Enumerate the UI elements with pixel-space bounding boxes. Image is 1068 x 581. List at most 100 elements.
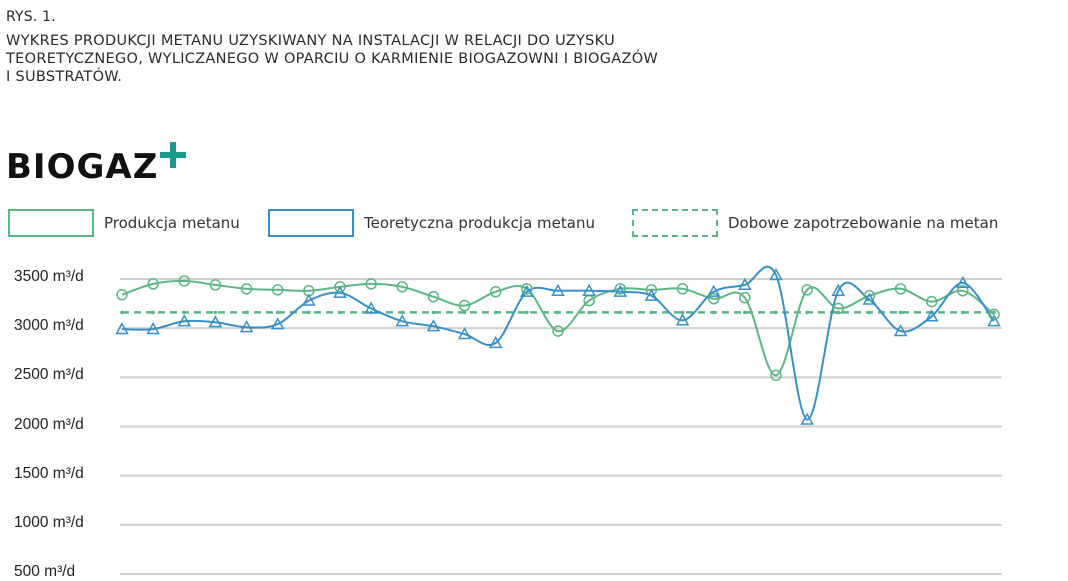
y-tick-label: 2000 m³/d (14, 415, 84, 433)
point-teoretyczna (395, 314, 410, 327)
point-teoretyczna (956, 275, 970, 289)
point-zapotrzebowanie (743, 310, 747, 315)
point-zapotrzebowanie (151, 310, 155, 315)
y-tick-label: 1500 m³/d (14, 464, 84, 482)
y-tick-label: 500 m³/d (14, 563, 76, 580)
point-teoretyczna (924, 309, 939, 322)
point-produkcja (957, 285, 969, 297)
point-produkcja (770, 369, 782, 382)
point-zapotrzebowanie (120, 310, 124, 315)
point-produkcja (365, 278, 377, 290)
point-produkcja (427, 290, 440, 303)
point-teoretyczna (862, 292, 877, 305)
point-teoretyczna (146, 322, 160, 335)
legend-swatch-teoretyczna (268, 209, 354, 237)
point-zapotrzebowanie (649, 310, 654, 315)
point-teoretyczna (644, 288, 659, 301)
y-tick-label: 1000 m³/d (14, 513, 84, 531)
point-zapotrzebowanie (244, 310, 249, 315)
point-zapotrzebowanie (680, 310, 685, 315)
point-produkcja (271, 284, 284, 296)
point-produkcja (988, 308, 1000, 321)
point-zapotrzebowanie (774, 310, 778, 315)
point-produkcja (209, 279, 222, 291)
point-teoretyczna (177, 314, 192, 327)
point-teoretyczna (488, 335, 503, 349)
point-teoretyczna (457, 327, 472, 340)
point-teoretyczna (987, 314, 1001, 327)
legend-item-zapotrzebowanie: Dobowe zapotrzebowanie na metan (632, 206, 998, 240)
point-zapotrzebowanie (462, 310, 467, 315)
logo-text: BIOGAZ (6, 147, 159, 187)
point-produkcja (178, 275, 191, 287)
point-teoretyczna (551, 283, 565, 296)
point-teoretyczna (208, 315, 223, 328)
point-produkcja (240, 283, 253, 295)
legend-item-produkcja: Produkcja metanu (8, 206, 240, 240)
figure-title: WYKRES PRODUKCJI METANU UZYSKIWANY NA IN… (6, 33, 659, 85)
point-teoretyczna (893, 324, 908, 337)
point-teoretyczna (364, 301, 378, 314)
point-produkcja (458, 299, 471, 312)
point-produkcja (676, 283, 689, 295)
point-produkcja (707, 292, 720, 305)
point-produkcja (147, 278, 159, 290)
point-teoretyczna (333, 285, 347, 298)
point-teoretyczna (582, 283, 596, 296)
point-produkcja (334, 281, 346, 293)
point-teoretyczna (302, 293, 316, 306)
point-zapotrzebowanie (587, 310, 591, 315)
point-produkcja (489, 286, 502, 298)
point-teoretyczna (675, 313, 690, 326)
point-teoretyczna (520, 284, 534, 297)
point-teoretyczna (831, 283, 846, 296)
series-line-produkcja (121, 279, 995, 377)
legend-label-produkcja: Produkcja metanu (104, 214, 240, 232)
legend-label-zapotrzebowanie: Dobowe zapotrzebowanie na metan (728, 214, 999, 232)
point-zapotrzebowanie (805, 310, 809, 315)
point-produkcja (614, 283, 627, 295)
legend-swatch-zapotrzebowanie (632, 209, 718, 237)
point-produkcja (645, 284, 658, 296)
y-tick-label: 3000 m³/d (14, 317, 84, 335)
biogaz-logo: BIOGAZ (6, 140, 187, 187)
point-zapotrzebowanie (711, 310, 716, 315)
point-zapotrzebowanie (898, 310, 903, 315)
point-zapotrzebowanie (493, 310, 498, 315)
point-teoretyczna (800, 412, 814, 425)
point-produkcja (801, 284, 813, 296)
legend-label-teoretyczna: Teoretyczna produkcja metanu (364, 214, 595, 232)
point-teoretyczna (270, 317, 285, 330)
point-zapotrzebowanie (338, 310, 342, 315)
point-produkcja (521, 283, 533, 295)
point-teoretyczna (115, 322, 129, 335)
legend-swatch-produkcja (8, 209, 94, 237)
point-zapotrzebowanie (618, 310, 623, 315)
point-teoretyczna (426, 319, 441, 332)
point-teoretyczna (706, 284, 721, 297)
point-produkcja (863, 289, 876, 302)
point-teoretyczna (613, 284, 628, 297)
y-tick-label: 3500 m³/d (14, 268, 84, 285)
point-teoretyczna (769, 268, 783, 281)
point-zapotrzebowanie (961, 310, 965, 315)
point-produkcja (396, 281, 409, 293)
point-zapotrzebowanie (213, 310, 218, 315)
point-zapotrzebowanie (867, 310, 872, 315)
point-zapotrzebowanie (275, 310, 280, 315)
point-zapotrzebowanie (431, 310, 436, 315)
plus-icon (160, 142, 187, 168)
point-produkcja (894, 283, 907, 295)
point-teoretyczna (738, 277, 752, 291)
point-zapotrzebowanie (400, 310, 405, 315)
point-produkcja (925, 295, 938, 308)
legend-item-teoretyczna: Teoretyczna produkcja metanu (268, 206, 595, 240)
point-produkcja (552, 325, 564, 337)
point-zapotrzebowanie (307, 310, 311, 315)
point-teoretyczna (239, 320, 254, 333)
point-zapotrzebowanie (525, 310, 529, 315)
point-zapotrzebowanie (182, 310, 187, 315)
y-tick-label: 2500 m³/d (14, 366, 84, 384)
point-produkcja (832, 302, 845, 315)
